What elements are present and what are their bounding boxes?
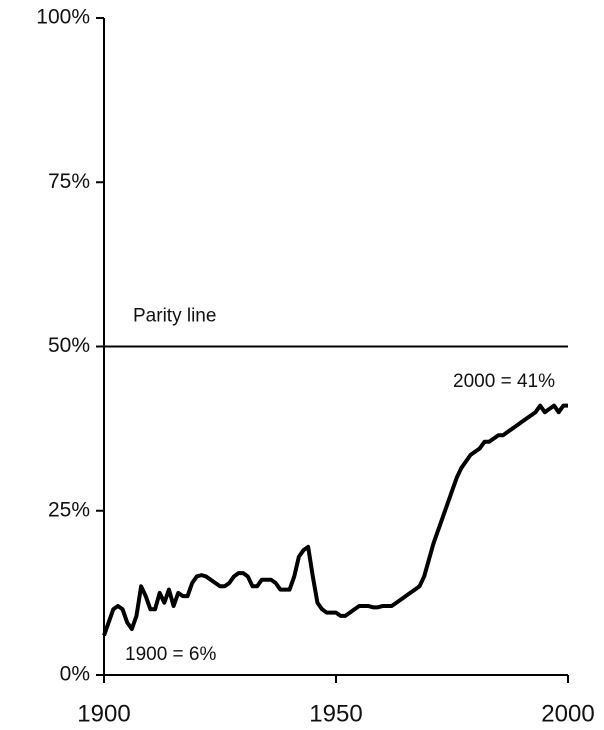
annotation: 1900 = 6%	[125, 644, 216, 665]
y-tick-label: 75%	[48, 170, 90, 193]
x-tick-label: 1900	[77, 700, 130, 727]
y-tick-label: 25%	[48, 498, 90, 521]
line	[102, 403, 568, 637]
y-tick-label: 100%	[36, 6, 90, 29]
reference-label: Parity line	[133, 306, 216, 327]
y-tick-label: 50%	[48, 334, 90, 357]
y-tick-label: 0%	[60, 663, 90, 686]
x-tick-label: 2000	[541, 700, 594, 727]
x-tick-label: 1950	[309, 700, 362, 727]
annotation: 2000 = 41%	[453, 371, 555, 392]
